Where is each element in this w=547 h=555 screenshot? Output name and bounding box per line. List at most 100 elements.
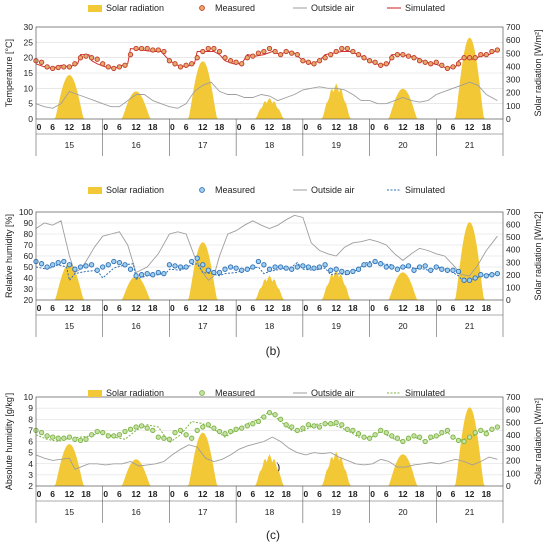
- measured-point: [494, 47, 501, 53]
- measured-point: [272, 264, 278, 270]
- y-tick-label: 10: [24, 392, 34, 402]
- day-label: 16: [131, 321, 141, 331]
- measured-point: [72, 266, 78, 272]
- measured-point: [416, 264, 423, 270]
- hour-tick-label: 0: [237, 303, 242, 313]
- measured-point: [194, 55, 200, 61]
- day-label: 15: [65, 321, 75, 331]
- measured-point: [88, 262, 95, 268]
- hour-tick-label: 12: [398, 489, 408, 499]
- measured-point: [88, 55, 95, 61]
- hour-tick-label: 6: [384, 303, 389, 313]
- hour-tick-label: 6: [451, 303, 456, 313]
- measured-point: [466, 434, 473, 440]
- hour-tick-label: 18: [281, 303, 291, 313]
- measured-point: [439, 429, 445, 436]
- measured-point: [478, 272, 484, 278]
- hour-tick-label: 12: [198, 122, 208, 132]
- measured-point: [300, 58, 306, 64]
- measured-point: [166, 436, 173, 442]
- hour-tick-label: 12: [198, 489, 208, 499]
- measured-point: [366, 435, 373, 441]
- legend-label: Outside air: [311, 388, 355, 398]
- measured-point: [361, 55, 367, 61]
- y2-tick-label: 400: [506, 61, 520, 71]
- hour-tick-label: 0: [437, 489, 442, 499]
- measured-point: [261, 48, 267, 55]
- legend-label: Simulated: [405, 388, 445, 398]
- y2-tick-label: 200: [506, 88, 520, 98]
- legend-solar-swatch: [88, 5, 102, 12]
- measured-point: [50, 434, 56, 440]
- measured-point: [77, 264, 84, 270]
- y-axis-title: Absolute humidity [g/kg']: [4, 393, 14, 490]
- hour-tick-label: 0: [237, 489, 242, 499]
- hour-tick-label: 12: [265, 303, 275, 313]
- day-label: 18: [265, 507, 275, 517]
- measured-point: [177, 64, 184, 70]
- measured-point: [250, 53, 256, 59]
- solar-radiation-area: [319, 83, 353, 119]
- measured-point: [472, 275, 478, 281]
- measured-point: [200, 262, 206, 268]
- hour-tick-label: 6: [117, 489, 122, 499]
- measured-point: [450, 267, 456, 273]
- measured-point: [472, 55, 478, 61]
- solar-radiation-area: [186, 242, 220, 300]
- measured-point: [405, 263, 412, 269]
- hour-tick-label: 12: [65, 303, 75, 313]
- measured-point: [339, 422, 345, 428]
- measured-point: [455, 61, 462, 67]
- legend-solar-swatch: [88, 187, 102, 194]
- hour-tick-label: 6: [50, 303, 55, 313]
- measured-point: [94, 267, 100, 273]
- y-tick-label: 7: [28, 425, 33, 435]
- hour-tick-label: 18: [348, 122, 358, 132]
- simulated-line: [35, 47, 498, 69]
- solar-radiation-area: [119, 91, 153, 119]
- measured-point: [316, 424, 323, 430]
- measured-point: [416, 434, 423, 440]
- measured-point: [144, 425, 150, 431]
- y2-tick-label: 0: [506, 481, 511, 491]
- y-tick-label: 9: [28, 403, 33, 413]
- measured-point: [372, 432, 378, 438]
- measured-point: [222, 266, 228, 272]
- measured-point: [316, 58, 323, 64]
- measured-point: [311, 61, 317, 67]
- measured-point: [277, 416, 284, 422]
- measured-point: [311, 265, 317, 271]
- panel-label: (c): [266, 528, 280, 542]
- measured-point: [489, 272, 495, 278]
- measured-point: [116, 259, 123, 266]
- measured-point: [72, 61, 78, 67]
- outside-air-line: [35, 436, 498, 470]
- measured-point: [378, 62, 384, 68]
- solar-radiation-area: [252, 98, 287, 119]
- hour-tick-label: 0: [303, 122, 308, 132]
- hour-tick-label: 12: [265, 122, 275, 132]
- solar-radiation-area: [452, 37, 487, 119]
- hour-tick-label: 12: [65, 122, 75, 132]
- hour-tick-label: 6: [317, 303, 322, 313]
- hour-tick-label: 18: [81, 489, 91, 499]
- hour-tick-label: 6: [451, 489, 456, 499]
- measured-point: [472, 429, 478, 436]
- solar-radiation-area: [252, 275, 287, 300]
- y-tick-label: 20: [24, 295, 34, 305]
- legend-measured-marker: [199, 390, 205, 396]
- measured-point: [455, 268, 462, 275]
- day-label: 21: [465, 321, 475, 331]
- measured-point: [166, 262, 173, 268]
- hour-tick-label: 6: [317, 489, 322, 499]
- y2-tick-label: 200: [506, 456, 520, 466]
- y-tick-label: 70: [24, 240, 34, 250]
- measured-point: [194, 255, 200, 261]
- measured-point: [233, 59, 239, 65]
- hour-tick-label: 12: [331, 122, 341, 132]
- day-label: 19: [331, 140, 341, 150]
- hour-tick-label: 12: [465, 122, 475, 132]
- solar-radiation-area: [119, 276, 153, 300]
- solar-radiation-area: [252, 454, 287, 486]
- y2-tick-label: 500: [506, 417, 520, 427]
